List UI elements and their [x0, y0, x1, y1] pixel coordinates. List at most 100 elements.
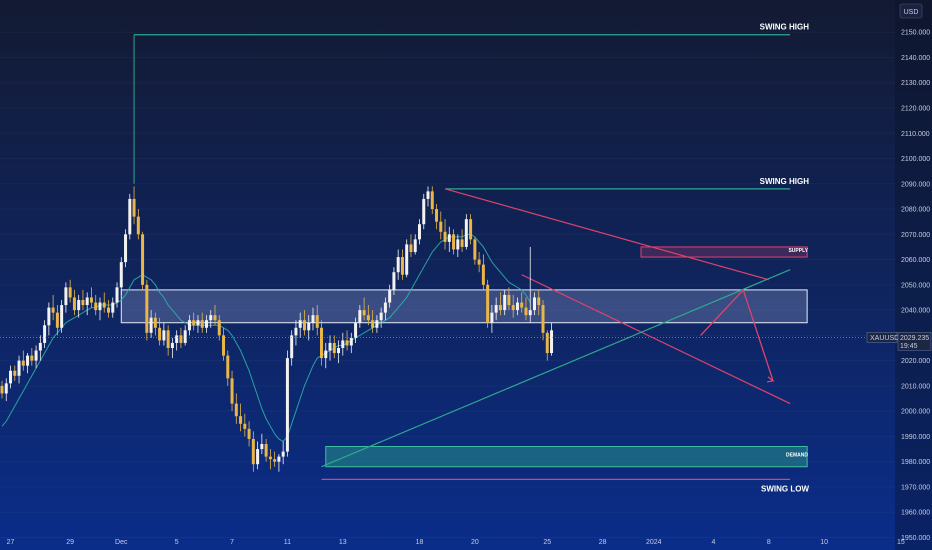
candle: [77, 294, 81, 318]
candle: [217, 315, 221, 341]
candle-body: [469, 219, 473, 240]
candle-body: [209, 315, 213, 321]
candle-body: [464, 219, 468, 247]
price-axis[interactable]: 1950.000 1960.000 1970.000 1980.000 1990.000…: [895, 0, 932, 550]
candle: [528, 246, 532, 323]
candle: [550, 322, 554, 356]
candle-body: [383, 302, 387, 313]
candle: [507, 287, 511, 311]
candle-body: [187, 320, 191, 331]
candle: [490, 305, 494, 333]
candle-body: [64, 287, 68, 306]
candle: [307, 315, 311, 341]
candle: [55, 305, 59, 336]
candle-body: [141, 234, 145, 285]
candle: [21, 350, 25, 371]
candle-body: [145, 284, 149, 333]
swing-low-label: SWING LOW: [761, 484, 809, 493]
candle-body: [375, 320, 379, 328]
candle-body: [366, 315, 370, 321]
candle-body: [298, 320, 302, 328]
time-tick-label: 18: [416, 539, 424, 546]
price-tick-label: 2090.000: [901, 181, 930, 188]
price-tick-label: 1970.000: [901, 484, 930, 491]
candle-body: [358, 310, 362, 323]
candle-body: [337, 348, 341, 354]
candle-body: [136, 216, 140, 235]
time-tick-label: 28: [599, 539, 607, 546]
candle-body: [251, 438, 255, 465]
candle-body: [460, 239, 464, 247]
candle-body: [43, 325, 47, 343]
candle: [481, 254, 485, 290]
candle-body: [226, 355, 230, 379]
candle-body: [204, 320, 208, 328]
candle-body: [477, 259, 481, 265]
candle: [409, 234, 413, 258]
candle: [247, 421, 251, 447]
time-tick-label: 29: [66, 539, 74, 546]
candle: [537, 289, 541, 316]
candle: [281, 441, 285, 465]
candle: [354, 317, 358, 343]
time-tick-label: 5: [175, 539, 179, 546]
candle: [417, 219, 421, 245]
price-tick-label: 2000.000: [901, 409, 930, 416]
candle: [302, 310, 306, 336]
candle: [153, 312, 157, 336]
time-axis[interactable]: 27 29 Dec 5 7 11 13 18 20 25 28 2024 4 8 10 15: [7, 539, 905, 546]
candle-body: [183, 330, 187, 343]
candle: [379, 307, 383, 328]
candle: [464, 214, 468, 250]
candle-body: [162, 330, 166, 341]
candle: [524, 297, 528, 321]
candle: [320, 320, 323, 366]
candle: [111, 297, 115, 318]
candle-body: [217, 320, 221, 336]
candle-body: [290, 335, 294, 359]
candle: [124, 229, 128, 268]
candle-body: [264, 444, 268, 457]
candle: [234, 393, 238, 424]
candle: [439, 211, 443, 240]
candle-body: [379, 312, 383, 321]
candle-body: [30, 355, 34, 361]
candle: [375, 315, 379, 333]
candle-body: [302, 320, 306, 331]
candle-body: [430, 191, 434, 210]
candle: [392, 267, 396, 295]
candle: [311, 307, 315, 331]
projection-segment: [700, 289, 744, 336]
candle-body: [170, 342, 174, 348]
candle: [388, 284, 392, 308]
candle-body: [456, 239, 460, 250]
candle: [430, 186, 434, 215]
candle-body: [85, 297, 89, 306]
candle: [371, 310, 375, 333]
candle: [213, 305, 217, 326]
candle-body: [119, 262, 123, 288]
price-tick-label: 2040.000: [901, 308, 930, 315]
price-axis-bg: [895, 0, 932, 550]
candle: [324, 342, 328, 369]
candle-body: [47, 307, 51, 326]
currency-badge[interactable]: USD: [899, 3, 923, 19]
candle: [13, 365, 17, 381]
candle: [226, 350, 230, 386]
currency-label: USD: [904, 9, 919, 16]
candle: [115, 282, 119, 308]
supply-label: SUPPLY: [788, 248, 808, 254]
moving-average-line: [1, 233, 531, 443]
candle: [486, 279, 490, 328]
candle-body: [72, 297, 76, 311]
candle: [473, 236, 477, 265]
candle-body: [273, 459, 277, 462]
swing-high-label-2: SWING HIGH: [760, 177, 810, 186]
candle: [345, 330, 349, 351]
candle-body: [196, 320, 200, 326]
candle: [158, 317, 162, 346]
candle-body: [473, 239, 477, 260]
candle: [511, 294, 515, 318]
candle-body: [0, 385, 4, 394]
